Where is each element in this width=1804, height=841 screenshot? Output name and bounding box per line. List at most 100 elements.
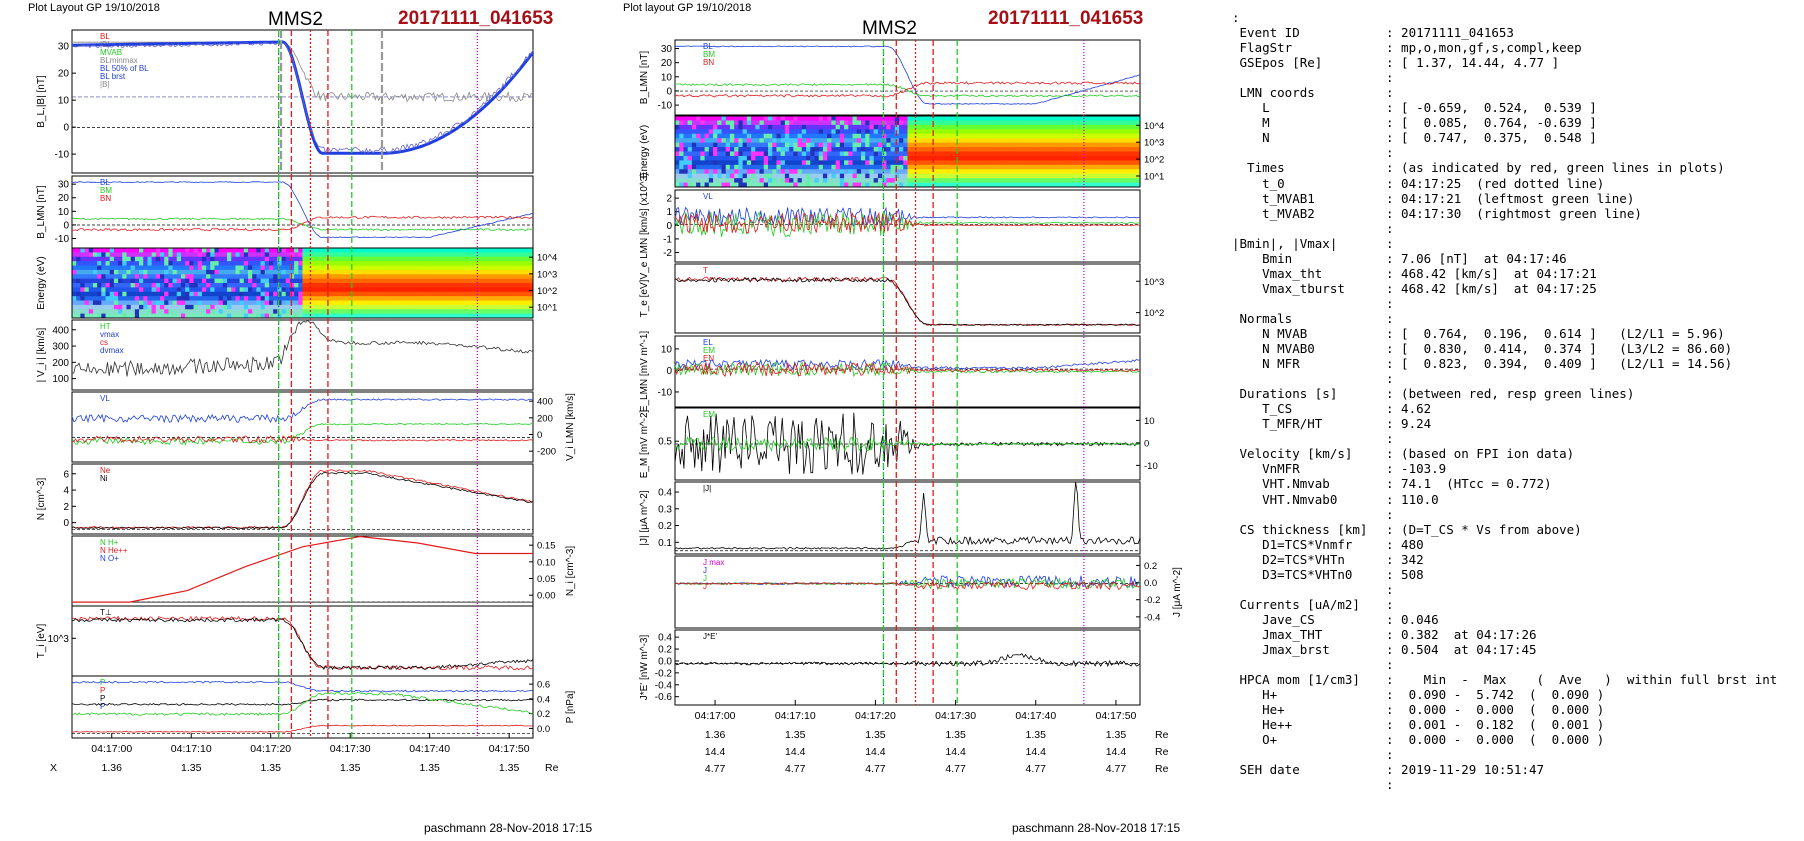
spectrogram-cell: [1047, 164, 1052, 170]
spectrogram-cell: [365, 283, 370, 288]
spectrogram-cell: [495, 265, 500, 271]
spectrogram-cell: [122, 304, 127, 310]
spectrogram-cell: [1034, 182, 1039, 188]
spectrogram-cell: [797, 138, 803, 144]
spectrogram-cell: [315, 313, 320, 319]
spectrogram-cell: [970, 129, 976, 135]
spectrogram-cell: [1013, 133, 1018, 139]
spectrogram-cell: [214, 252, 220, 258]
spectrogram-cell: [386, 269, 391, 275]
spectrogram-cell: [882, 124, 887, 130]
spectrogram-cell: [436, 313, 442, 319]
spectrogram-cell: [231, 304, 236, 310]
spectrogram-cell: [751, 173, 756, 179]
spectrogram-cell: [784, 155, 790, 161]
spectrogram-cell: [218, 287, 224, 293]
spectrogram-cell: [210, 309, 215, 315]
spectrogram-cell: [1013, 129, 1018, 135]
spectrogram-cell: [1135, 151, 1141, 157]
spectrogram-cell: [369, 300, 375, 306]
spectrogram-cell: [331, 274, 337, 280]
spectrogram-cell: [499, 256, 505, 262]
spectrogram-cell: [268, 296, 274, 301]
spectrogram-cell: [147, 248, 153, 253]
spectrogram-cell: [679, 178, 684, 183]
spectrogram-cell: [189, 278, 194, 284]
spectrogram-cell: [848, 133, 853, 139]
spectrogram-cell: [1110, 151, 1116, 157]
spectrogram-cell: [210, 283, 215, 288]
spectrogram-cell: [1110, 120, 1116, 126]
spectrogram-cell: [932, 147, 938, 152]
spectrogram-cell: [810, 178, 815, 183]
spectrogram-cell: [734, 160, 739, 166]
spectrogram-cell: [470, 269, 475, 275]
spectrogram-cell: [386, 265, 391, 271]
spectrogram-cell: [915, 160, 921, 166]
spectrogram-cell: [520, 252, 526, 258]
spectrogram-cell: [772, 116, 777, 121]
spectrogram-cell: [109, 265, 115, 271]
spectrogram-cell: [962, 164, 968, 170]
spectrogram-cell: [273, 248, 278, 253]
spectrogram-cell: [424, 304, 429, 310]
spectrogram-cell: [80, 313, 85, 319]
spectrogram-cell: [310, 309, 316, 315]
spectrogram-cell: [88, 283, 94, 288]
spectrogram-cell: [214, 309, 220, 315]
spectrogram-cell: [958, 169, 963, 175]
spectrogram-cell: [679, 120, 684, 126]
spectrogram-cell: [214, 278, 220, 284]
spectrogram-cell: [844, 160, 849, 166]
spectrogram-cell: [189, 304, 194, 310]
spectrogram-cell: [1076, 169, 1082, 175]
spectrogram-cell: [941, 138, 946, 144]
spectrogram-cell: [844, 169, 849, 175]
spectrogram-cell: [411, 252, 417, 258]
spectrogram-cell: [797, 155, 803, 161]
spectrogram-cell: [294, 248, 299, 253]
spectrogram-cell: [856, 129, 862, 135]
series-line: [674, 277, 1141, 326]
spectrogram-cell: [281, 278, 287, 284]
spectrogram-cell: [1047, 120, 1052, 126]
spectrogram-cell: [835, 178, 841, 183]
spectrogram-cell: [449, 274, 454, 280]
spectrogram-cell: [440, 300, 446, 306]
spectrogram-cell: [683, 178, 689, 183]
spectrogram-cell: [474, 287, 479, 293]
spectrogram-cell: [365, 269, 370, 275]
spectrogram-cell: [289, 256, 295, 262]
panel-te: 10^310^2T_e [eV]T: [639, 263, 1164, 334]
spectrogram-cell: [243, 256, 249, 262]
spectrogram-cell: [465, 300, 471, 306]
summary-key: FlagStr: [1232, 40, 1293, 56]
spectrogram-cell: [882, 129, 887, 135]
spectrogram-cell: [899, 124, 904, 130]
spectrogram-cell: [734, 182, 739, 188]
spectrogram-cell: [499, 300, 505, 306]
spectrogram-cell: [432, 274, 438, 280]
spectrogram-cell: [239, 252, 245, 258]
spectrogram-cell: [751, 164, 756, 170]
y-tick-label: 0.4: [658, 488, 672, 499]
spectrogram-cell: [806, 138, 811, 144]
spectrogram-cell: [814, 178, 820, 183]
spectrogram-cell: [310, 283, 316, 288]
spectrogram-cell: [306, 313, 312, 319]
spectrogram-cell: [865, 133, 870, 139]
spectrogram-cell: [239, 300, 245, 306]
spectrogram-cell: [772, 160, 777, 166]
spectrogram-cell: [729, 116, 735, 121]
spectrogram-cell: [1089, 164, 1094, 170]
spectrogram-cell: [76, 291, 81, 297]
spectrogram-cell: [844, 178, 849, 183]
spectrogram-cell: [76, 313, 81, 319]
spectrogram-cell: [1118, 129, 1124, 135]
summary-value: :: [1386, 596, 1394, 612]
spectrogram-cell: [457, 304, 463, 310]
spectrogram-cell: [1042, 160, 1048, 166]
spectrogram-cell: [696, 147, 701, 152]
spectrogram-cell: [315, 283, 320, 288]
